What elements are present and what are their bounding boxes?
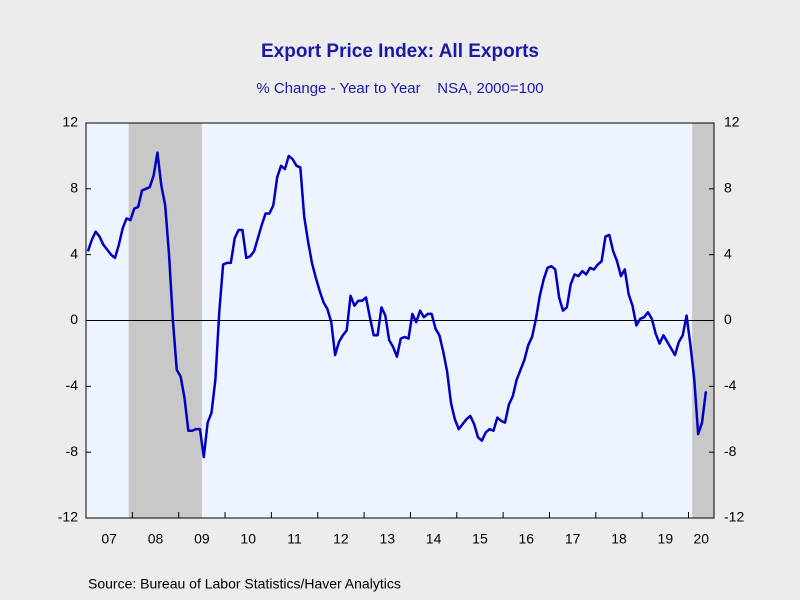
chart-title: Export Price Index: All Exports <box>261 41 539 62</box>
y2-tick-label: -12 <box>724 509 744 525</box>
y-tick-label: 0 <box>70 311 78 327</box>
plot-border <box>85 122 715 519</box>
source-note: Source: Bureau of Labor Statistics/Haver… <box>88 576 401 592</box>
y2-tick-label: 0 <box>724 311 732 327</box>
x-tick-label: 15 <box>472 531 488 547</box>
x-tick-label: 08 <box>148 531 164 547</box>
x-tick-label: 11 <box>287 531 302 547</box>
y2-tick-label: 4 <box>724 245 732 261</box>
y2-tick-label: 12 <box>724 114 740 130</box>
x-tick-label: 19 <box>658 531 674 547</box>
x-tick-label: 14 <box>426 531 442 547</box>
x-tick-label: 13 <box>379 531 395 547</box>
y-tick-label: 8 <box>70 180 78 196</box>
y2-tick-label: -8 <box>724 443 737 459</box>
x-tick-label: 18 <box>611 531 627 547</box>
x-tick-label: 09 <box>194 531 210 547</box>
data-line <box>86 151 708 459</box>
y-tick-label: -12 <box>58 509 78 525</box>
x-tick-label: 10 <box>240 531 256 547</box>
y-tick-label: 4 <box>70 245 78 261</box>
chart-subtitle: % Change - Year to Year NSA, 2000=100 <box>256 80 543 97</box>
y-tick-label: -8 <box>66 443 79 459</box>
x-tick-label: 07 <box>101 531 117 547</box>
y-tick-label: 12 <box>62 114 78 130</box>
x-tick-label: 17 <box>565 531 581 547</box>
y-tick-label: -4 <box>66 377 79 393</box>
y2-tick-label: 8 <box>724 180 732 196</box>
x-tick-label: 12 <box>333 531 349 547</box>
x-tick-label: 20 <box>693 531 709 547</box>
x-tick-label: 16 <box>519 531 535 547</box>
y2-tick-label: -4 <box>724 377 737 393</box>
